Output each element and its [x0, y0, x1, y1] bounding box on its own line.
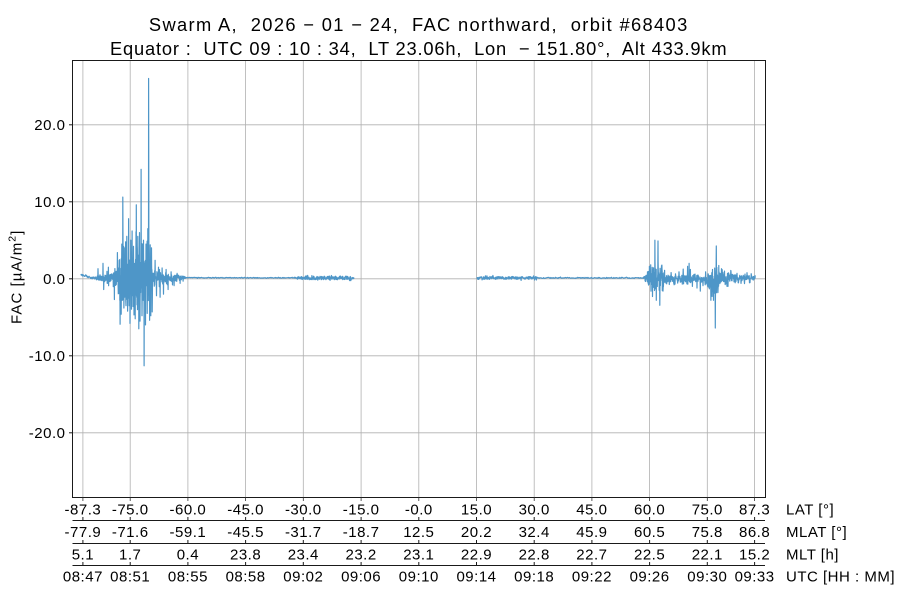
svg-text:-60.0: -60.0 [170, 501, 207, 518]
svg-text:09:06: 09:06 [341, 568, 381, 585]
svg-text:08:58: 08:58 [226, 568, 266, 585]
svg-text:0.4: 0.4 [177, 546, 199, 563]
svg-text:15.0: 15.0 [461, 501, 492, 518]
svg-text:32.4: 32.4 [519, 524, 550, 541]
svg-text:60.0: 60.0 [634, 501, 665, 518]
svg-text:-59.1: -59.1 [170, 524, 207, 541]
svg-text:0.0: 0.0 [43, 271, 65, 288]
svg-text:-75.0: -75.0 [112, 501, 149, 518]
svg-text:87.3: 87.3 [739, 501, 770, 518]
svg-text:15.2: 15.2 [739, 546, 770, 563]
svg-text:30.0: 30.0 [519, 501, 550, 518]
svg-text:22.8: 22.8 [519, 546, 550, 563]
svg-text:-45.5: -45.5 [227, 524, 264, 541]
svg-text:-18.7: -18.7 [343, 524, 380, 541]
svg-text:60.5: 60.5 [634, 524, 665, 541]
svg-text:09:02: 09:02 [283, 568, 323, 585]
svg-text:09:14: 09:14 [456, 568, 496, 585]
svg-text:08:55: 08:55 [168, 568, 208, 585]
svg-text:20.0: 20.0 [34, 117, 65, 134]
svg-text:Swarm A, 2026 − 01 − 24, FAC: Swarm A, 2026 − 01 − 24, FAC northward, … [149, 14, 689, 35]
svg-text:-15.0: -15.0 [343, 501, 380, 518]
svg-text:86.8: 86.8 [739, 524, 770, 541]
svg-text:23.4: 23.4 [288, 546, 319, 563]
svg-text:23.2: 23.2 [345, 546, 376, 563]
svg-text:22.9: 22.9 [461, 546, 492, 563]
svg-text:UTC [HH : MM]: UTC [HH : MM] [786, 568, 895, 585]
svg-text:-10.0: -10.0 [29, 348, 66, 365]
svg-text:09:22: 09:22 [572, 568, 612, 585]
svg-text:08:47: 08:47 [63, 568, 103, 585]
svg-text:23.1: 23.1 [403, 546, 434, 563]
svg-text:09:30: 09:30 [687, 568, 727, 585]
svg-text:-31.7: -31.7 [285, 524, 322, 541]
svg-text:20.2: 20.2 [461, 524, 492, 541]
svg-text:1.7: 1.7 [119, 546, 141, 563]
svg-text:22.5: 22.5 [634, 546, 665, 563]
svg-text:-20.0: -20.0 [29, 425, 66, 442]
svg-text:09:10: 09:10 [399, 568, 439, 585]
svg-text:23.8: 23.8 [230, 546, 261, 563]
svg-text:MLAT [°]: MLAT [°] [786, 524, 847, 541]
svg-text:12.5: 12.5 [403, 524, 434, 541]
svg-text:-30.0: -30.0 [285, 501, 322, 518]
svg-text:5.1: 5.1 [72, 546, 94, 563]
svg-text:-0.0: -0.0 [405, 501, 433, 518]
svg-text:22.1: 22.1 [692, 546, 723, 563]
svg-text:08:51: 08:51 [110, 568, 150, 585]
svg-text:09:26: 09:26 [630, 568, 670, 585]
svg-text:45.0: 45.0 [576, 501, 607, 518]
svg-text:LAT [°]: LAT [°] [786, 501, 834, 518]
svg-text:09:33: 09:33 [735, 568, 775, 585]
svg-text:75.0: 75.0 [692, 501, 723, 518]
svg-text:-77.9: -77.9 [65, 524, 102, 541]
svg-text:Equator : UTC 09 : 10 : 34,: Equator : UTC 09 : 10 : 34, LT 23.06h, L… [110, 38, 727, 59]
svg-text:-87.3: -87.3 [65, 501, 102, 518]
svg-text:45.9: 45.9 [576, 524, 607, 541]
svg-text:FAC [µA/m2]: FAC [µA/m2] [7, 230, 26, 324]
svg-text:MLT [h]: MLT [h] [786, 546, 839, 563]
svg-text:10.0: 10.0 [34, 194, 65, 211]
svg-text:22.7: 22.7 [576, 546, 607, 563]
svg-text:09:18: 09:18 [514, 568, 554, 585]
svg-text:-71.6: -71.6 [112, 524, 149, 541]
svg-text:75.8: 75.8 [692, 524, 723, 541]
svg-text:-45.0: -45.0 [227, 501, 264, 518]
